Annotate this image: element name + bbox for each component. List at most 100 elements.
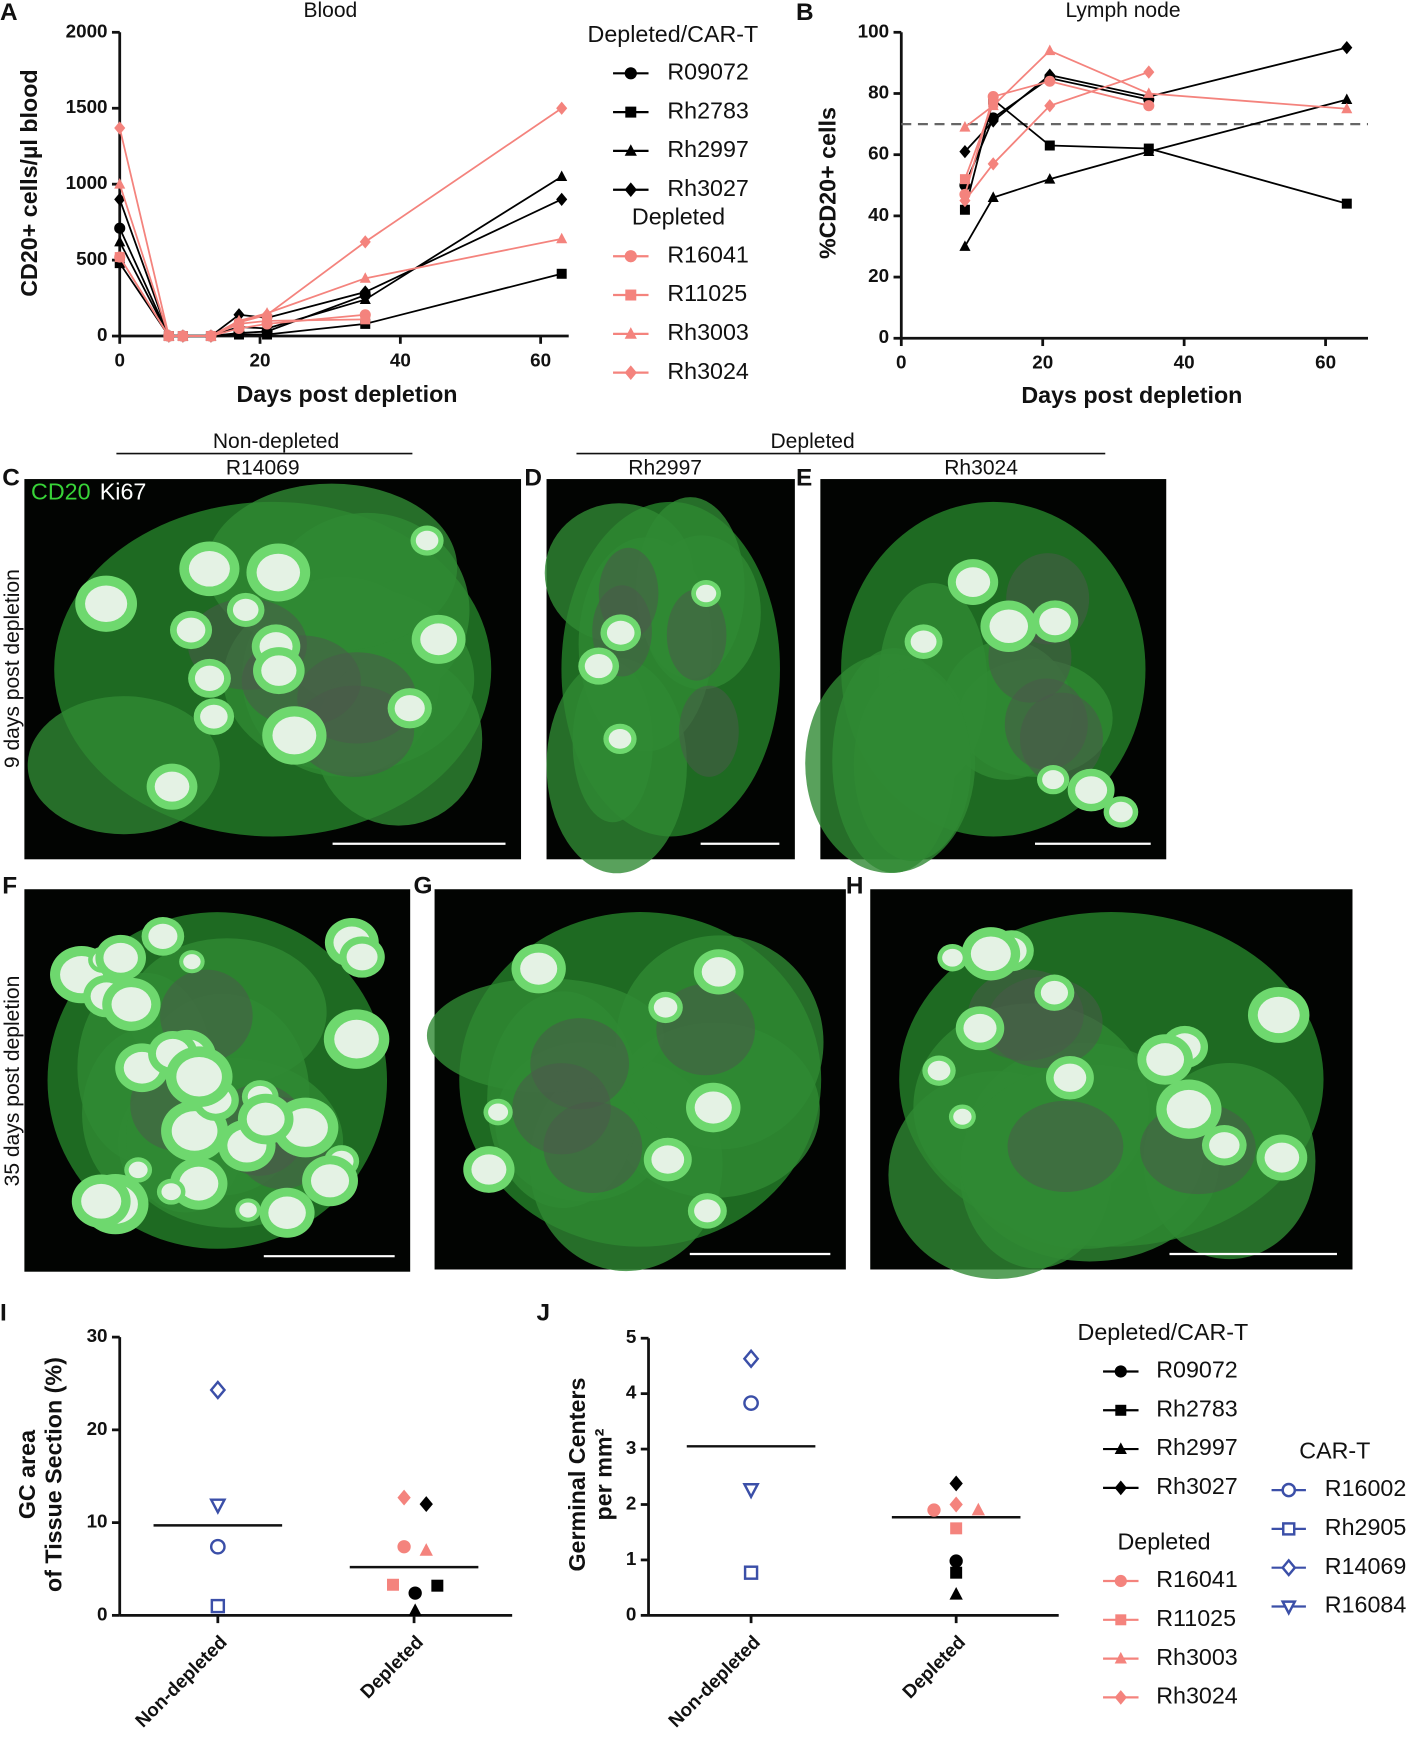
legend-marker [624, 327, 637, 339]
marker [408, 1603, 422, 1617]
legend-label: R09072 [667, 58, 749, 84]
y-axis-label: CD20+ cells/µl blood [16, 69, 42, 296]
panel-label: B [796, 0, 814, 26]
x-tick-label: 20 [1032, 352, 1053, 373]
group-header: Non-depleted [213, 430, 339, 453]
legend-group-title: Depleted [1117, 1528, 1210, 1554]
legend-group-title: Depleted/CAR-T [1078, 1319, 1249, 1345]
series-line [118, 107, 563, 337]
marker [1341, 198, 1352, 209]
marker [1341, 40, 1353, 55]
legend-marker [624, 67, 637, 80]
y-tick-label: 100 [858, 20, 889, 41]
y-tick-label: 5 [626, 1326, 636, 1347]
marker [1341, 102, 1353, 114]
legend-label: Rh2905 [1325, 1514, 1407, 1540]
germinal-center [953, 1108, 972, 1125]
y-tick-label: 4 [626, 1382, 637, 1403]
y-tick-label: 2000 [66, 20, 108, 41]
germinal-center [694, 1199, 721, 1223]
x-tick-label: 40 [1174, 352, 1195, 373]
germinal-center [955, 567, 991, 597]
x-axis-label: Days post depletion [236, 381, 457, 407]
marker [949, 1586, 963, 1600]
germinal-center [176, 617, 206, 643]
y-tick-label: 20 [868, 265, 889, 286]
legend-marker [1114, 1365, 1127, 1378]
panel-label: J [537, 1299, 551, 1326]
group-header: Depleted [770, 430, 854, 453]
marker [1044, 99, 1056, 113]
series-line [118, 198, 563, 337]
germinal-center [246, 1102, 285, 1136]
y-tick-label: 1000 [66, 172, 108, 193]
germinal-center [154, 771, 190, 802]
series-line [964, 71, 1150, 202]
x-tick-label: 60 [530, 350, 551, 371]
germinal-center [606, 620, 635, 645]
marker [114, 235, 126, 247]
legend-label: Rh3003 [667, 319, 749, 345]
stain-label: Ki67 [100, 479, 147, 505]
micrograph [24, 889, 411, 1272]
y-tick-label: 2 [626, 1492, 636, 1513]
y-tick-label: 3 [626, 1437, 636, 1458]
marker [387, 1578, 399, 1591]
germinal-center [128, 1161, 148, 1179]
marker [209, 1498, 227, 1515]
germinal-center [268, 1196, 306, 1230]
marker [209, 1538, 226, 1555]
x-tick-label: 40 [390, 350, 411, 371]
legend-label: R11025 [667, 280, 747, 306]
micrograph [870, 889, 1353, 1280]
marker [359, 235, 371, 249]
germinal-center [488, 1103, 509, 1121]
marker [359, 272, 371, 283]
legend-marker [1282, 1522, 1296, 1536]
x-tick-label: 20 [250, 350, 271, 371]
x-tick-label: 0 [114, 350, 124, 371]
marker [1044, 75, 1056, 87]
germinal-center [232, 598, 259, 621]
germinal-center [651, 1145, 685, 1174]
germinal-center [970, 936, 1011, 972]
y-axis-label: Germinal Centers [564, 1378, 590, 1572]
marker [959, 240, 971, 251]
legend-label: R09072 [1156, 1357, 1238, 1383]
germinal-center [179, 1166, 219, 1201]
legend-label: Rh3024 [1156, 1683, 1238, 1709]
legend-marker [1114, 1574, 1127, 1588]
marker [431, 1579, 444, 1592]
y-tick-label: 40 [868, 204, 889, 225]
germinal-center [694, 1091, 732, 1124]
marker [949, 1554, 963, 1568]
germinal-center [256, 553, 301, 592]
series-line [964, 46, 1347, 153]
marker [114, 222, 126, 234]
germinal-center [963, 1013, 997, 1043]
legend-marker [624, 144, 637, 156]
germinal-center [1209, 1132, 1240, 1159]
legend-label: Rh3027 [667, 175, 749, 201]
legend-marker [625, 106, 637, 118]
germinal-center [1109, 801, 1133, 823]
marker [1341, 93, 1353, 105]
legend-group-title: Depleted/CAR-T [588, 21, 759, 47]
series-line [118, 262, 562, 337]
germinal-center [1042, 770, 1065, 790]
germinal-center [239, 1202, 257, 1218]
germinal-center [701, 957, 736, 987]
legend-marker [1115, 1614, 1127, 1626]
legend-marker [624, 182, 637, 198]
legend-label: Rh3003 [1156, 1644, 1238, 1670]
row-label: 9 days post depletion [1, 569, 24, 768]
germinal-center [653, 997, 678, 1018]
marker [987, 114, 999, 128]
y-tick-label: 1 [626, 1548, 636, 1569]
series-line [964, 98, 1348, 247]
series-line [964, 102, 995, 180]
marker [742, 1348, 760, 1369]
paracortex [1007, 1100, 1124, 1193]
germinal-center [148, 923, 178, 949]
y-tick-label: 10 [87, 1511, 108, 1532]
